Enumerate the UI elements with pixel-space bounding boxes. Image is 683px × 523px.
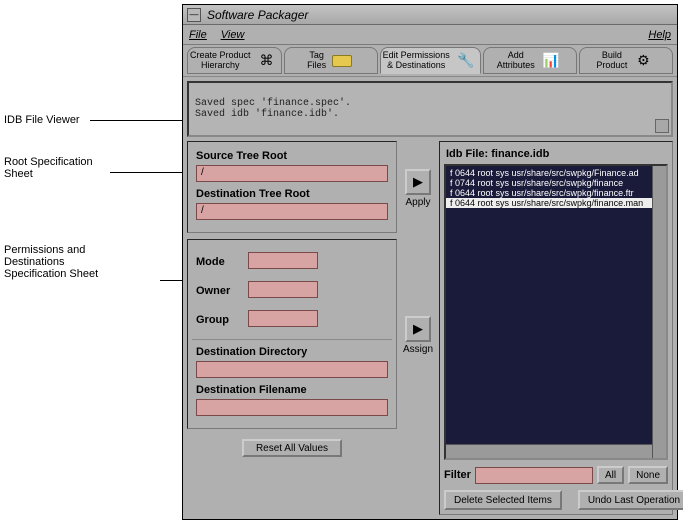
- menu-view[interactable]: View: [221, 29, 245, 41]
- mode-label: Mode: [196, 256, 242, 268]
- tool-edit-permissions[interactable]: Edit Permissions & Destinations 🔧: [380, 47, 481, 74]
- menu-help[interactable]: Help: [648, 29, 671, 41]
- tool-tag-files[interactable]: Tag Files: [284, 47, 378, 74]
- apply-button[interactable]: ▶: [405, 169, 431, 195]
- group-label: Group: [196, 314, 242, 326]
- idb-row[interactable]: f 0744 root sys usr/share/src/swpkg/fina…: [446, 178, 666, 188]
- tool-build-product[interactable]: Build Product ⚙: [579, 47, 673, 74]
- owner-input[interactable]: [248, 281, 318, 298]
- permissions-icon: 🔧: [454, 52, 478, 70]
- dest-file-label: Destination Filename: [196, 384, 388, 396]
- annotation-idb-viewer: IDB File Viewer: [4, 114, 80, 126]
- annotation-perm-dest: Permissions and Destinations Specificati…: [4, 244, 98, 280]
- idb-file-viewer: Saved spec 'finance.spec'. Saved idb 'fi…: [187, 81, 673, 137]
- idb-file-title: Idb File: finance.idb: [444, 146, 668, 164]
- filter-none-button[interactable]: None: [628, 466, 668, 484]
- filter-input[interactable]: [475, 467, 593, 484]
- build-icon: ⚙: [631, 52, 655, 70]
- menubar: File View Help: [183, 25, 677, 45]
- tool-add-attributes[interactable]: Add Attributes 📊: [483, 47, 577, 74]
- vertical-scrollbar[interactable]: [652, 166, 666, 458]
- dest-file-input[interactable]: [196, 399, 388, 416]
- dest-dir-label: Destination Directory: [196, 346, 388, 358]
- tag-icon: [330, 52, 354, 70]
- idb-file-panel: Idb File: finance.idb f 0644 root sys us…: [439, 141, 673, 515]
- filter-label: Filter: [444, 469, 471, 481]
- hierarchy-icon: ⌘: [255, 52, 279, 70]
- owner-label: Owner: [196, 285, 242, 297]
- attributes-icon: 📊: [539, 52, 563, 70]
- tool-create-product[interactable]: Create Product Hierarchy ⌘: [187, 47, 282, 74]
- menu-file[interactable]: File: [189, 29, 207, 41]
- undo-last-button[interactable]: Undo Last Operation: [578, 490, 683, 510]
- toolbar: Create Product Hierarchy ⌘ Tag Files Edi…: [183, 45, 677, 77]
- system-menu-icon[interactable]: —: [187, 8, 201, 22]
- src-root-label: Source Tree Root: [196, 150, 388, 162]
- dst-root-input[interactable]: /: [196, 203, 388, 220]
- idb-row[interactable]: f 0644 root sys usr/share/src/swpkg/Fina…: [446, 168, 666, 178]
- idb-row[interactable]: f 0644 root sys usr/share/src/swpkg/fina…: [446, 188, 666, 198]
- window-title: Software Packager: [207, 8, 673, 22]
- assign-button[interactable]: ▶: [405, 316, 431, 342]
- delete-selected-button[interactable]: Delete Selected Items: [444, 490, 562, 510]
- apply-label: Apply: [405, 197, 430, 208]
- filter-all-button[interactable]: All: [597, 466, 624, 484]
- app-window: — Software Packager File View Help Creat…: [182, 4, 678, 520]
- perm-dest-sheet: Mode Owner Group Destination Directory D: [187, 239, 397, 429]
- reset-all-button[interactable]: Reset All Values: [242, 439, 342, 457]
- annotation-root-spec: Root Specification Sheet: [4, 156, 93, 180]
- src-root-input[interactable]: /: [196, 165, 388, 182]
- dst-root-label: Destination Tree Root: [196, 188, 388, 200]
- horizontal-scrollbar[interactable]: [446, 444, 652, 458]
- dest-dir-input[interactable]: [196, 361, 388, 378]
- titlebar[interactable]: — Software Packager: [183, 5, 677, 25]
- root-spec-sheet: Source Tree Root / Destination Tree Root…: [187, 141, 397, 233]
- group-input[interactable]: [248, 310, 318, 327]
- mode-input[interactable]: [248, 252, 318, 269]
- idb-row[interactable]: f 0644 root sys usr/share/src/swpkg/fina…: [446, 198, 666, 208]
- idb-file-list[interactable]: f 0644 root sys usr/share/src/swpkg/Fina…: [444, 164, 668, 460]
- assign-label: Assign: [403, 344, 433, 355]
